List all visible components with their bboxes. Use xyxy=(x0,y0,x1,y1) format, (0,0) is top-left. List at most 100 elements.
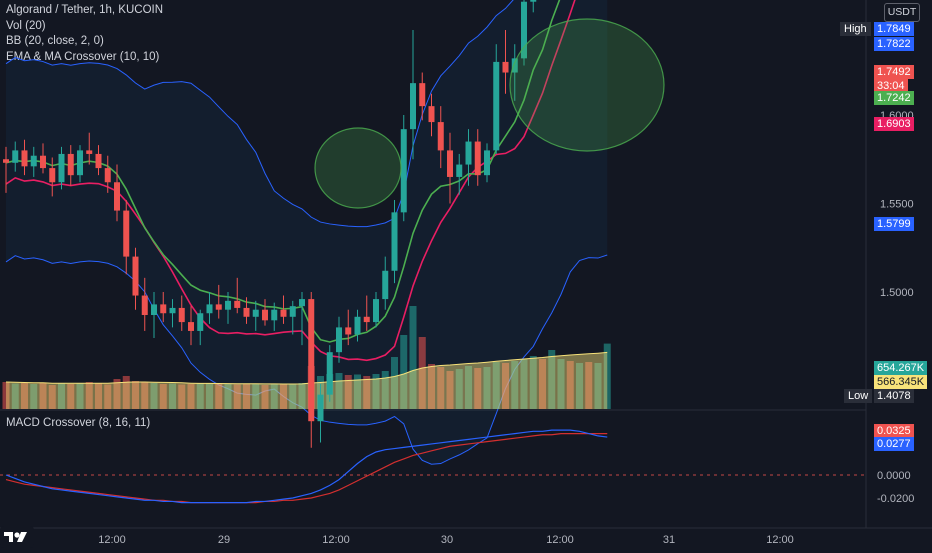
ema-ma-indicator-label[interactable]: EMA & MA Crossover (10, 10) xyxy=(6,50,160,63)
candle-body xyxy=(317,394,324,422)
volume-bar xyxy=(2,382,10,409)
macd-indicator-label[interactable]: MACD Crossover (8, 16, 11) xyxy=(6,417,151,429)
highlight-circle xyxy=(314,127,402,209)
volume-bar xyxy=(289,383,297,409)
volume-bar xyxy=(215,384,223,409)
candle-body xyxy=(95,153,102,169)
countdown-tag: 33:04 xyxy=(874,79,908,93)
volume-bar xyxy=(243,384,250,409)
volume-bar xyxy=(85,382,93,409)
candle-body xyxy=(234,300,241,308)
candle-body xyxy=(215,304,222,310)
ma-tag: 1.6903 xyxy=(874,117,914,131)
highlight-circle xyxy=(509,18,665,152)
volume-bar xyxy=(30,384,38,409)
signal-value-tag: 0.0277 xyxy=(874,437,914,451)
candle-body xyxy=(391,212,398,271)
candle-body xyxy=(3,159,9,163)
bb-indicator-label[interactable]: BB (20, close, 2, 0) xyxy=(6,35,104,47)
volume-bar xyxy=(39,382,47,409)
candle-body xyxy=(511,58,518,73)
candle-body xyxy=(160,304,167,314)
volume-bar xyxy=(354,374,361,409)
volume-bar xyxy=(95,383,102,409)
volume-bar xyxy=(529,356,537,409)
symbol-title[interactable]: Algorand / Tether, 1h, KUCOIN xyxy=(6,4,164,16)
vol-indicator-label[interactable]: Vol (20) xyxy=(6,19,46,32)
volume-bar xyxy=(76,383,84,409)
candle-body xyxy=(262,309,268,321)
candle-body xyxy=(530,0,537,2)
candle-body xyxy=(21,150,28,167)
bb-upper-line xyxy=(5,0,514,228)
tradingview-logo-icon[interactable] xyxy=(0,526,34,553)
candle-body xyxy=(437,122,444,151)
candle-body xyxy=(12,150,19,163)
volume-bar xyxy=(566,361,574,409)
last-price-tag: 1.7492 xyxy=(874,65,914,79)
volume-ma-area xyxy=(6,352,608,409)
candle-body xyxy=(521,1,527,59)
candle-body xyxy=(252,309,259,317)
low-value-tag: 1.4078 xyxy=(874,389,914,403)
volume-bar xyxy=(372,374,380,409)
time-axis-label: 12:00 xyxy=(322,534,350,546)
volume-bar xyxy=(58,383,65,409)
candle-body xyxy=(354,316,361,335)
macd-value-tag: 0.0325 xyxy=(874,424,914,438)
volume-bar xyxy=(104,384,112,409)
volume-bar xyxy=(576,363,583,409)
candle-body xyxy=(456,164,463,177)
candle-body xyxy=(410,83,416,130)
candle-body xyxy=(363,316,370,323)
low-label: Low xyxy=(844,389,873,403)
candle-body xyxy=(123,210,130,257)
volume-bar xyxy=(113,379,121,409)
time-axis-label: 12:00 xyxy=(98,534,126,546)
volume-bar xyxy=(557,359,565,409)
candle-body xyxy=(243,307,250,317)
volume-bar xyxy=(502,363,509,409)
volume-bar xyxy=(381,371,389,409)
candle-body xyxy=(428,106,435,123)
candle-body xyxy=(49,168,56,183)
volume-bar xyxy=(391,357,398,409)
candle-body xyxy=(86,150,93,154)
macd-tick-label: 0.0000 xyxy=(877,470,911,482)
volume-bar xyxy=(446,371,454,409)
high-value-tag: 1.7849 xyxy=(874,22,914,36)
candle-body xyxy=(308,299,315,422)
volume-ma-line xyxy=(5,351,608,385)
candle-body xyxy=(382,270,389,300)
candle-body xyxy=(225,300,231,310)
volume-bar xyxy=(520,359,528,409)
candle-body xyxy=(271,309,278,321)
candle-body xyxy=(447,150,453,177)
candle-body xyxy=(40,155,46,169)
candle-body xyxy=(151,304,157,316)
time-axis-label: 12:00 xyxy=(546,534,574,546)
volume-bar xyxy=(603,343,611,409)
bb-band-fill xyxy=(6,0,608,465)
volume-bar xyxy=(437,367,445,409)
volume-bar xyxy=(483,367,491,409)
volume-bar xyxy=(594,363,602,409)
candle-body xyxy=(188,322,194,331)
ema-line xyxy=(5,0,561,343)
volume-bar xyxy=(187,384,195,409)
volume-bar xyxy=(196,383,204,409)
candle-body xyxy=(169,307,176,314)
time-axis-label: 29 xyxy=(218,534,230,546)
volume-bar xyxy=(335,373,343,409)
currency-button[interactable]: USDT xyxy=(884,3,920,22)
candle-body xyxy=(419,83,426,107)
candle-body xyxy=(206,304,213,314)
volume-bar xyxy=(11,383,19,409)
volume-ma-tag: 566.345K xyxy=(874,375,928,389)
volume-bar xyxy=(511,361,519,409)
volume-tag: 654.267K xyxy=(874,361,928,375)
macd-tick-label: -0.0200 xyxy=(877,493,914,505)
volume-bar xyxy=(178,384,186,409)
candle-body xyxy=(493,61,500,151)
